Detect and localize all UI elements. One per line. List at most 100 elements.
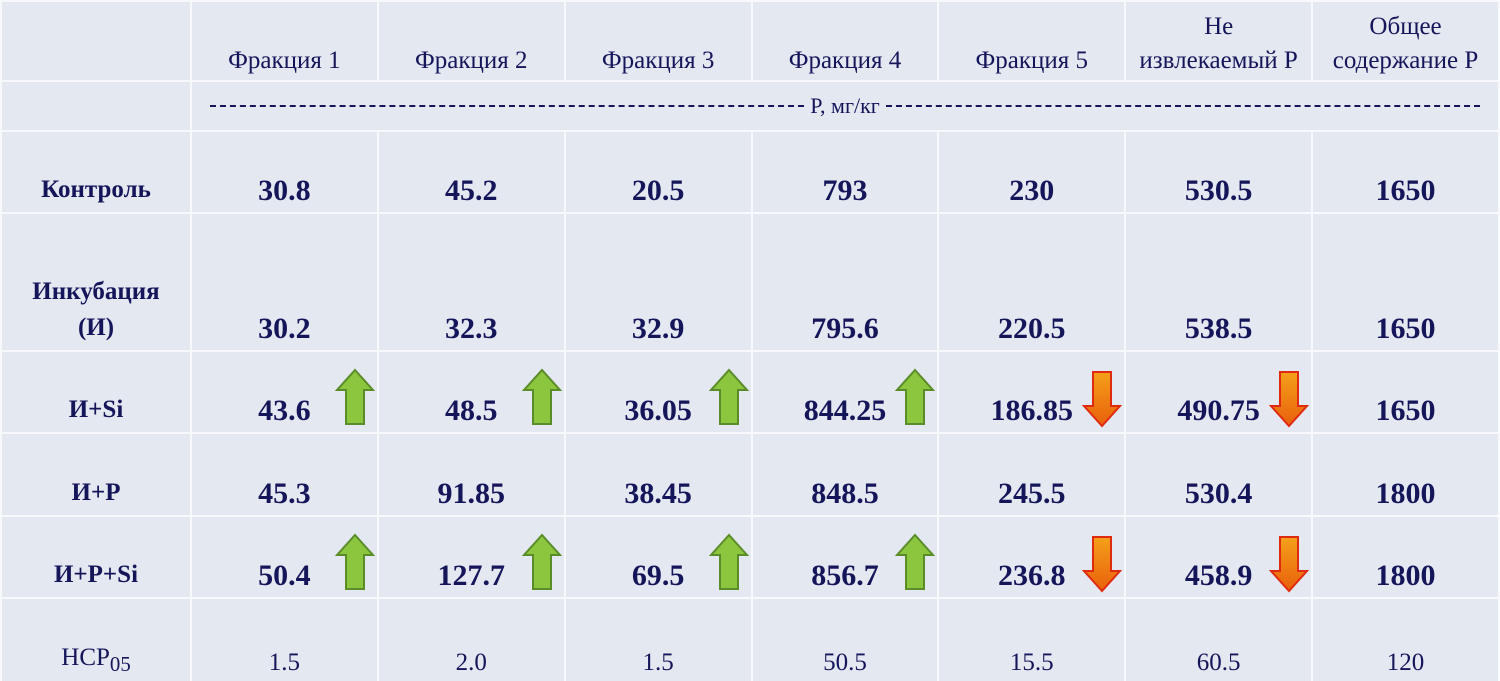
lsd-value: 60.5: [1196, 649, 1241, 676]
value-cell: 1650: [1311, 350, 1500, 434]
header-text: Общее содержание P: [1332, 13, 1479, 74]
value-cell: 844.25: [750, 350, 940, 434]
value-cell: 530.4: [1124, 432, 1314, 517]
lsd-value: 2.0: [455, 649, 487, 676]
value-cell: 490.75: [1124, 350, 1314, 434]
value-text: 538.5: [1184, 312, 1253, 345]
corner-cell: [0, 0, 192, 82]
value-text: 530.4: [1184, 477, 1253, 510]
value-cell: 856.7: [750, 515, 940, 599]
lsd-cell: 1.5: [190, 597, 379, 681]
header-cell: Не извлекаемый P: [1124, 0, 1314, 82]
lsd-value: 120: [1386, 649, 1425, 676]
row-label-cell: И+Si: [0, 350, 192, 434]
header-text: Фракция 4: [788, 47, 902, 74]
value-cell: 793: [750, 130, 940, 214]
header-text: Фракция 2: [415, 47, 528, 74]
table-row: Контроль 30.8 45.2 20.5 793 230 530.5 1650: [0, 130, 1500, 214]
value-cell: 32.3: [376, 212, 566, 352]
value-cell: 127.7: [376, 515, 566, 599]
lsd-cell: 1.5: [563, 597, 753, 681]
value-text: 30.8: [258, 174, 311, 207]
value-text: 50.4: [258, 559, 311, 592]
row-label: Контроль: [41, 176, 151, 203]
header-text: Фракция 5: [975, 47, 1089, 74]
value-cell: 45.2: [376, 130, 566, 214]
value-cell: 1650: [1311, 130, 1500, 214]
value-cell: 20.5: [563, 130, 753, 214]
lsd-value: 50.5: [823, 649, 867, 676]
value-cell: 45.3: [190, 432, 379, 517]
unit-text: P, мг/кг: [810, 93, 880, 118]
row-label-cell: Инкубация (И): [0, 212, 192, 352]
value-text: 45.3: [258, 477, 311, 510]
lsd-value: 1.5: [642, 649, 674, 676]
value-cell: 91.85: [376, 432, 566, 517]
dash-line: [885, 105, 1481, 107]
value-text: 1800: [1375, 477, 1436, 510]
value-text: 48.5: [445, 394, 498, 427]
value-cell: 36.05: [563, 350, 753, 434]
value-text: 186.85: [990, 394, 1074, 427]
lsd-cell: 50.5: [750, 597, 940, 681]
lsd-cell: 60.5: [1124, 597, 1314, 681]
value-text: 490.75: [1177, 394, 1260, 427]
row-label: И+Si: [68, 396, 124, 423]
value-text: 230: [1009, 174, 1055, 207]
value-text: 530.5: [1184, 174, 1253, 207]
header-text: Фракция 1: [228, 47, 341, 74]
value-cell: 795.6: [750, 212, 940, 352]
arrow-up: [895, 368, 936, 425]
arrow-up: [708, 368, 749, 425]
value-cell: 48.5: [376, 350, 566, 434]
row-label: И+P: [71, 479, 121, 506]
table-row: НСР05 1.5 2.0 1.5 50.5 15.5 60.5 120: [0, 597, 1500, 681]
value-text: 127.7: [437, 559, 506, 592]
value-cell: 530.5: [1124, 130, 1314, 214]
lsd-label-cell: НСР05: [0, 597, 192, 681]
value-cell: 220.5: [937, 212, 1127, 352]
value-text: 1650: [1375, 394, 1436, 427]
value-text: 458.9: [1184, 559, 1253, 592]
value-cell: 38.45: [563, 432, 753, 517]
value-cell: 186.85: [937, 350, 1127, 434]
lsd-cell: 2.0: [376, 597, 566, 681]
dash-line: [210, 105, 805, 107]
table-row: И+P 45.3 91.85 38.45 848.5 245.5 530.4 1800: [0, 432, 1500, 517]
lsd-cell: 120: [1311, 597, 1500, 681]
table-row: Инкубация (И) 30.2 32.3 32.9 795.6 220.5 538.5…: [0, 212, 1500, 352]
lsd-value: 15.5: [1009, 649, 1054, 676]
unit-cell: P, мг/кг: [190, 80, 1500, 132]
arrow-down: [1082, 371, 1123, 428]
lsd-label: НСР: [61, 644, 110, 671]
value-text: 30.2: [258, 312, 311, 345]
value-text: 220.5: [998, 312, 1066, 345]
header-text: Не извлекаемый P: [1139, 13, 1298, 74]
value-text: 856.7: [811, 559, 879, 592]
table-row: И+P+Si 50.4 127.7 69.5 856.7 236.8 458.9 1800: [0, 515, 1500, 599]
value-cell: 30.8: [190, 130, 379, 214]
value-cell: 458.9: [1124, 515, 1314, 599]
lsd-cell: 15.5: [937, 597, 1127, 681]
arrow-up: [895, 533, 936, 590]
value-text: 43.6: [258, 394, 311, 427]
arrow-up: [521, 368, 562, 425]
unit-line: P, мг/кг: [210, 93, 1481, 119]
row-label-cell: Контроль: [0, 130, 192, 214]
header-cell: Фракция 1: [190, 0, 379, 82]
header-text: Фракция 3: [601, 47, 715, 74]
row-label-cell: И+P+Si: [0, 515, 192, 599]
value-cell: 32.9: [563, 212, 753, 352]
value-text: 245.5: [998, 477, 1066, 510]
header-cell: Фракция 5: [937, 0, 1127, 82]
arrow-down: [1269, 371, 1310, 428]
arrow-up: [708, 533, 749, 590]
table-row: Фракция 1 Фракция 2 Фракция 3 Фракция 4 Фрак…: [0, 0, 1500, 82]
arrow-down: [1082, 536, 1123, 593]
value-text: 793: [822, 174, 868, 207]
value-text: 32.3: [445, 312, 498, 345]
value-cell: 69.5: [563, 515, 753, 599]
header-cell: Фракция 2: [376, 0, 566, 82]
value-text: 36.05: [624, 394, 692, 427]
